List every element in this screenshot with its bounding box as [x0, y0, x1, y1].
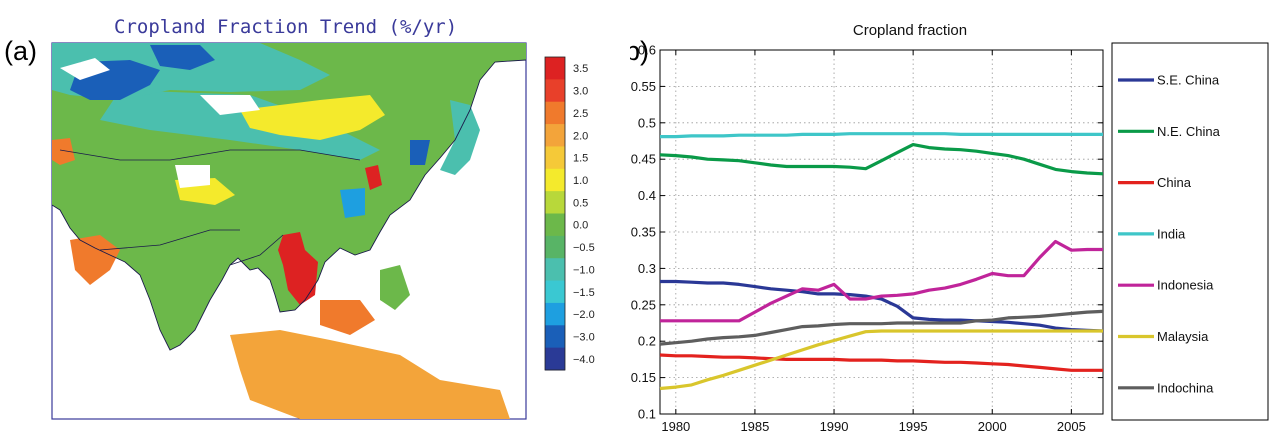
- colorbar-tick: 3.0: [573, 86, 588, 98]
- series-lines: [659, 132, 1104, 391]
- y-tick-label: 0.4: [638, 188, 656, 203]
- colorbar-swatch: [545, 191, 565, 214]
- colorbar-swatch: [545, 235, 565, 259]
- y-tick-label: 0.5: [638, 115, 656, 130]
- axes: 0.1 0.15 0.2 0.25 0.3 0.35 0.4 0.45 0.5 0.55 0.6 19…: [631, 43, 1104, 434]
- colorbar-swatch: [545, 146, 565, 170]
- colorbar-tick: −2.0: [573, 309, 595, 321]
- colorbar-tick: −3.0: [573, 332, 595, 344]
- legend-label: N.E. China: [1157, 124, 1221, 139]
- map-panel: (a) Cropland Fraction Trend (%/yr): [4, 16, 595, 420]
- legend: S.E. China N.E. China China India Indonesia M…: [1111, 42, 1269, 421]
- colorbar-tick: −1.5: [573, 287, 595, 299]
- x-tick-label: 1990: [820, 419, 849, 434]
- legend-label: S.E. China: [1157, 73, 1220, 88]
- gridlines: [660, 49, 1103, 415]
- colorbar-tick: 1.0: [573, 175, 588, 187]
- y-tick-label: 0.2: [638, 334, 656, 349]
- colorbar-tick: −1.0: [573, 264, 595, 276]
- x-tick-label: 1980: [661, 419, 690, 434]
- legend-box: [1111, 42, 1269, 421]
- colorbar-swatch: [545, 258, 565, 282]
- legend-label: Indonesia: [1157, 278, 1214, 293]
- colorbar-swatch: [545, 325, 565, 349]
- series-line: [660, 279, 1104, 333]
- chart-title: Cropland fraction: [853, 22, 967, 39]
- y-tick-label: 0.45: [631, 152, 656, 167]
- colorbar-swatch: [545, 213, 565, 237]
- series-line: [659, 143, 1104, 176]
- colorbar-tick: 2.5: [573, 108, 588, 120]
- x-tick-label: 2000: [978, 419, 1007, 434]
- y-tick-label: 0.1: [638, 407, 656, 422]
- y-tick-label: 0.55: [631, 79, 656, 94]
- colorbar-swatch: [545, 168, 565, 192]
- map-image: [51, 42, 527, 420]
- x-tick-label: 2005: [1057, 419, 1086, 434]
- series-line: [660, 239, 1103, 323]
- x-tick-label: 1985: [740, 419, 769, 434]
- legend-label: India: [1157, 226, 1186, 241]
- y-tick-label: 0.15: [631, 370, 656, 385]
- colorbar-swatch: [545, 280, 565, 304]
- legend-label: Indochina: [1157, 380, 1214, 395]
- colorbar-tick: −0.5: [573, 242, 595, 254]
- line-chart: (b) Cropland fraction 0.10.150.20.250.30…: [630, 22, 1269, 434]
- map-title: Cropland Fraction Trend (%/yr): [114, 16, 457, 38]
- panel-b-label: (b): [630, 36, 649, 66]
- colorbar-swatch: [545, 347, 565, 371]
- colorbar-tick: 0.5: [573, 197, 588, 209]
- colorbar-swatch: [545, 124, 565, 147]
- series-line: [659, 353, 1103, 372]
- colorbar-tick: 1.5: [573, 153, 588, 165]
- legend-label: Malaysia: [1157, 329, 1209, 344]
- legend-label: China: [1157, 175, 1192, 190]
- x-tick-label: 1995: [899, 419, 928, 434]
- series-line: [659, 329, 1103, 391]
- y-tick-label: 0.25: [631, 297, 656, 312]
- series-line: [660, 132, 1103, 139]
- colorbar-tick: 0.0: [573, 220, 588, 232]
- y-tick-label: 0.3: [638, 261, 656, 276]
- colorbar-frame: [544, 56, 566, 371]
- y-tick-label: 0.6: [638, 43, 656, 58]
- colorbar-swatch: [545, 302, 565, 326]
- y-tick-label: 0.35: [631, 225, 656, 240]
- colorbar-tick: −4.0: [573, 354, 595, 366]
- colorbar-swatch: [545, 101, 565, 125]
- colorbar-tick: 2.0: [573, 130, 588, 142]
- panel-a-label: (a): [4, 36, 37, 66]
- colorbar-swatch: [545, 79, 565, 103]
- colorbar: 3.5 3.0 2.5 2.0 1.5 1.0 0.5 0.0 −0.5 −1.0 −1.5 −2.0…: [544, 56, 595, 371]
- colorbar-swatch: [545, 57, 565, 80]
- series-line: [659, 309, 1104, 346]
- colorbar-tick: 3.5: [573, 63, 588, 75]
